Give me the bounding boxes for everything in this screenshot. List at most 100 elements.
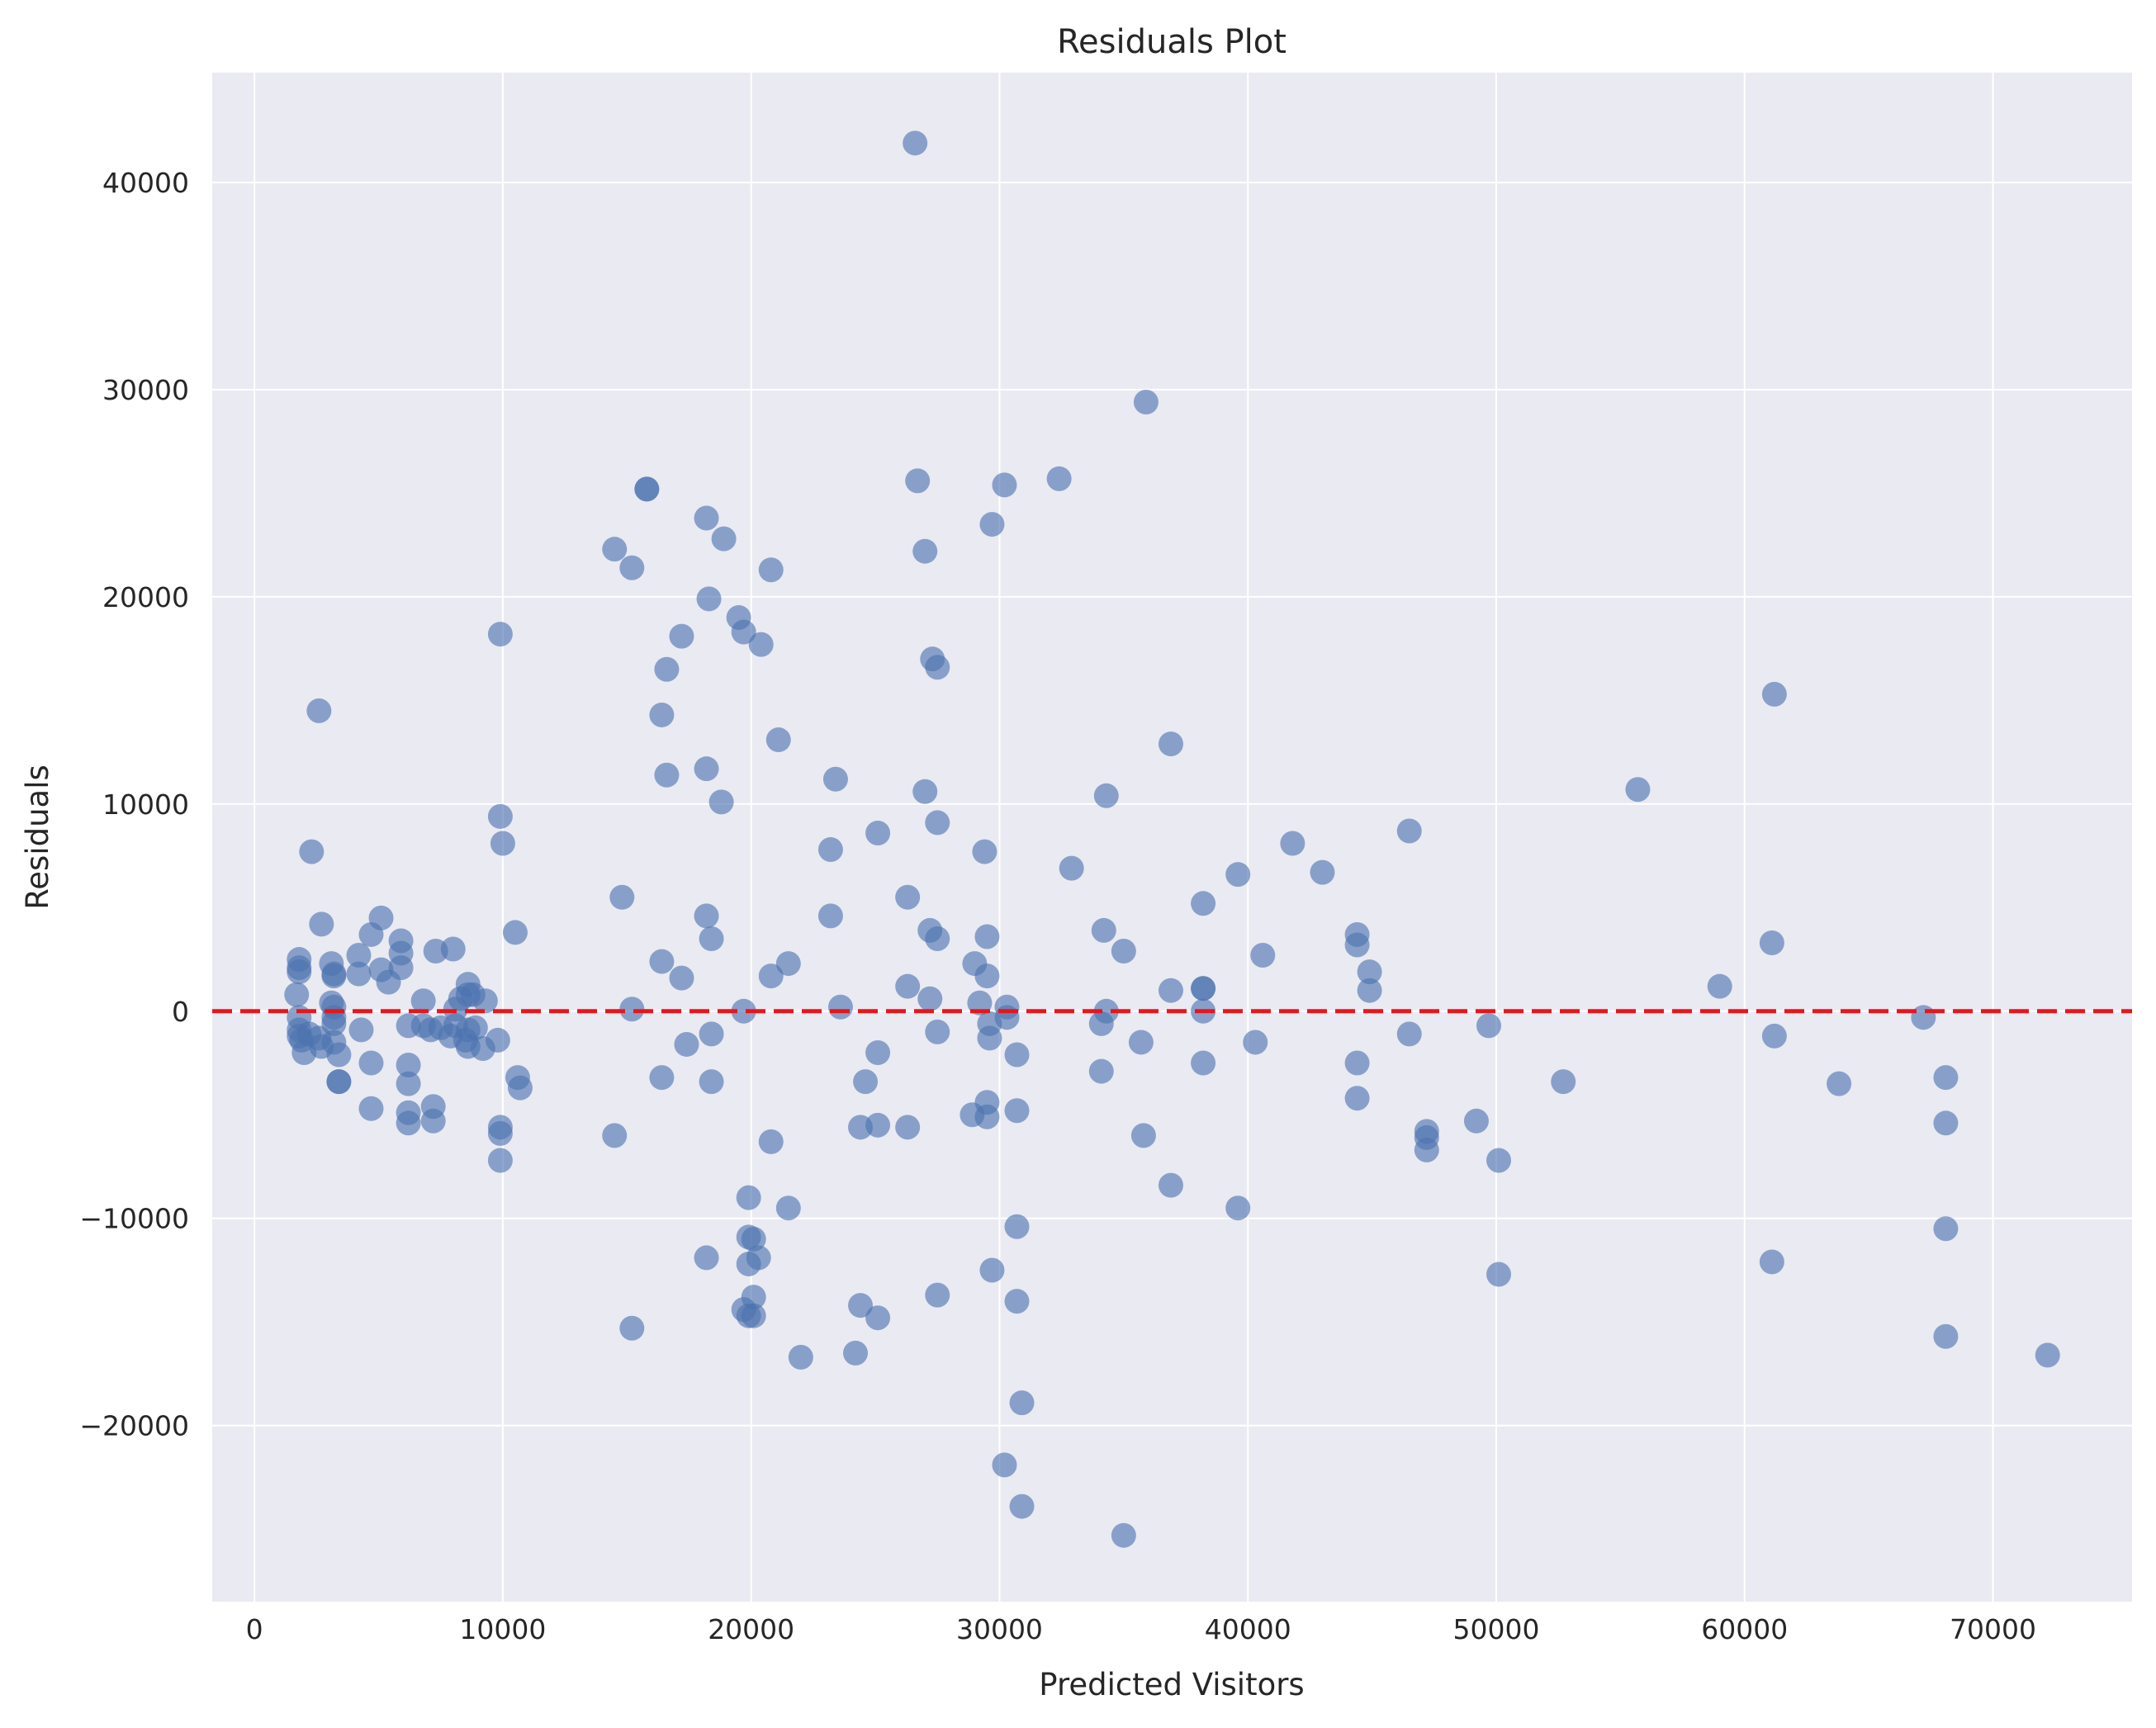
scatter-point (974, 924, 1000, 949)
scatter-point (1463, 1108, 1489, 1134)
scatter-point (420, 1108, 446, 1134)
scatter-point (1088, 1011, 1114, 1036)
scatter-point (1133, 390, 1159, 415)
scatter-point (699, 1021, 724, 1047)
scatter-point (974, 963, 1000, 989)
scatter-point (758, 963, 784, 989)
scatter-point (853, 1069, 879, 1095)
scatter-point (1158, 1172, 1183, 1198)
scatter-point (694, 1245, 719, 1271)
scatter-point (1059, 855, 1084, 881)
scatter-point (895, 884, 921, 910)
scatter-point (1486, 1148, 1512, 1173)
scatter-point (507, 1075, 533, 1101)
scatter-point (1128, 1030, 1154, 1055)
scatter-point (979, 512, 1005, 537)
scatter-point (925, 1282, 950, 1308)
scatter-point (848, 1293, 874, 1318)
scatter-point (299, 839, 325, 864)
scatter-point (487, 1148, 513, 1173)
scatter-point (1933, 1065, 1959, 1091)
scatter-point (1158, 978, 1183, 1003)
y-tick-label: −10000 (79, 1203, 189, 1235)
scatter-point (470, 1035, 495, 1061)
scatter-point (1225, 1195, 1251, 1221)
scatter-point (1357, 978, 1382, 1003)
plot-background (212, 73, 2132, 1602)
scatter-point (817, 903, 843, 929)
scatter-point (1280, 831, 1305, 856)
scatter-point (472, 988, 498, 1014)
scatter-point (1911, 1005, 1936, 1030)
scatter-point (1111, 1522, 1136, 1548)
scatter-point (1551, 1069, 1576, 1095)
scatter-point (994, 1005, 1020, 1030)
scatter-point (741, 1226, 766, 1252)
scatter-point (1004, 1098, 1030, 1124)
scatter-point (1761, 1023, 1787, 1049)
x-tick-label: 60000 (1701, 1613, 1788, 1645)
scatter-point (1004, 1214, 1030, 1239)
scatter-point (708, 789, 734, 815)
scatter-point (418, 1017, 443, 1043)
scatter-point (865, 820, 891, 845)
x-tick-label: 30000 (956, 1613, 1043, 1645)
scatter-point (736, 1251, 761, 1276)
scatter-point (1191, 1050, 1216, 1076)
scatter-point (758, 1129, 784, 1154)
scatter-point (346, 961, 372, 987)
scatter-point (649, 1065, 675, 1091)
scatter-point (669, 623, 694, 649)
x-tick-label: 40000 (1205, 1613, 1291, 1645)
y-tick-label: 0 (172, 996, 189, 1028)
scatter-point (775, 951, 801, 977)
scatter-point (1759, 930, 1784, 955)
scatter-point (817, 837, 843, 863)
scatter-point (502, 920, 528, 945)
scatter-point (903, 130, 928, 156)
scatter-point (358, 921, 384, 947)
scatter-point (1111, 939, 1136, 964)
scatter-point (741, 1303, 766, 1328)
scatter-point (619, 1315, 645, 1341)
scatter-point (974, 1104, 1000, 1129)
scatter-point (1091, 917, 1116, 943)
scatter-point (321, 963, 347, 989)
scatter-point (602, 1123, 628, 1148)
scatter-point (2035, 1342, 2060, 1368)
scatter-point (487, 1120, 513, 1146)
scatter-point (925, 810, 950, 836)
y-tick-label: −20000 (79, 1410, 189, 1442)
scatter-point (1933, 1216, 1959, 1242)
scatter-point (1088, 1058, 1114, 1084)
scatter-point (1093, 783, 1119, 808)
scatter-point (1046, 466, 1072, 491)
scatter-point (711, 526, 737, 552)
scatter-point (992, 472, 1017, 498)
scatter-point (895, 973, 921, 999)
scatter-point (1761, 681, 1787, 707)
x-tick-label: 10000 (459, 1613, 546, 1645)
scatter-point (1396, 818, 1422, 844)
scatter-point (1625, 777, 1651, 802)
scatter-point (1130, 1123, 1156, 1148)
scatter-point (788, 1344, 813, 1370)
scatter-point (346, 943, 372, 968)
scatter-point (775, 1195, 801, 1221)
scatter-point (649, 702, 675, 727)
scatter-point (619, 555, 645, 580)
scatter-point (758, 557, 784, 583)
scatter-point (348, 1017, 374, 1043)
scatter-point (694, 756, 719, 782)
scatter-point (1310, 859, 1335, 885)
y-axis-label: Residuals (20, 765, 55, 910)
scatter-point (1396, 1021, 1422, 1047)
scatter-point (326, 1069, 352, 1095)
scatter-point (291, 1039, 317, 1065)
scatter-point (865, 1305, 891, 1331)
x-tick-label: 70000 (1950, 1613, 2036, 1645)
scatter-point (634, 476, 660, 502)
scatter-point (1486, 1262, 1512, 1287)
scatter-point (699, 1069, 724, 1095)
